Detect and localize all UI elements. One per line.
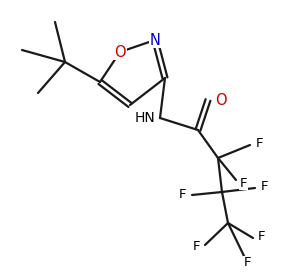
Text: O: O [114, 45, 126, 60]
Text: F: F [258, 230, 266, 242]
Text: F: F [192, 241, 200, 253]
Text: F: F [243, 256, 251, 269]
Text: O: O [215, 92, 226, 108]
Text: N: N [149, 32, 160, 48]
Text: HN: HN [134, 111, 155, 125]
Text: F: F [256, 137, 264, 150]
Text: F: F [178, 188, 186, 202]
Text: F: F [240, 176, 248, 190]
Text: F: F [261, 179, 269, 193]
